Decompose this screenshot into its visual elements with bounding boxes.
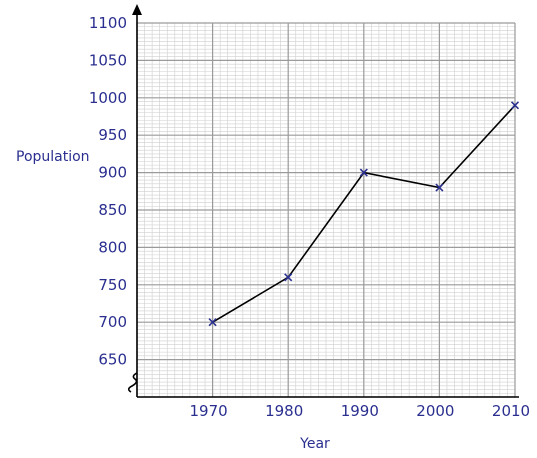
y-tick-label: 750 — [98, 276, 127, 294]
data-series — [208, 101, 520, 327]
x-tick-label: 1980 — [265, 402, 303, 420]
x-tick-label: 2000 — [416, 402, 454, 420]
chart-axes — [127, 4, 519, 398]
marker-stroke — [208, 318, 217, 327]
data-point-marker — [284, 273, 293, 282]
y-tick-label: 1100 — [89, 14, 127, 32]
y-tick-label: 850 — [98, 201, 127, 219]
y-axis-break — [127, 372, 138, 393]
y-tick-label: 950 — [98, 126, 127, 144]
data-point-marker — [510, 101, 520, 110]
tick-labels: 650 700 750 800 850 900 950 1000 1050 1100 1970 198… — [89, 14, 530, 420]
x-tick-label: 1990 — [341, 402, 379, 420]
marker-stroke — [284, 273, 293, 282]
data-point-marker — [208, 318, 217, 327]
y-tick-label: 650 — [98, 351, 127, 369]
marker-stroke — [359, 168, 368, 177]
y-tick-label: 900 — [98, 164, 127, 182]
marker-stroke — [435, 183, 444, 192]
x-tick-label: 2010 — [492, 402, 530, 420]
y-axis-arrowhead — [132, 4, 142, 15]
y-tick-label: 800 — [98, 238, 127, 256]
y-tick-label: 1000 — [89, 89, 127, 107]
y-axis-label: Population — [16, 149, 90, 165]
x-axis-label: Year — [299, 436, 330, 452]
data-point-marker — [435, 183, 444, 192]
chart-grid — [136, 22, 516, 398]
x-tick-label: 1970 — [190, 402, 228, 420]
y-tick-label: 1050 — [89, 51, 127, 69]
y-tick-label: 700 — [98, 313, 127, 331]
marker-stroke — [510, 101, 520, 110]
data-point-marker — [359, 168, 368, 177]
